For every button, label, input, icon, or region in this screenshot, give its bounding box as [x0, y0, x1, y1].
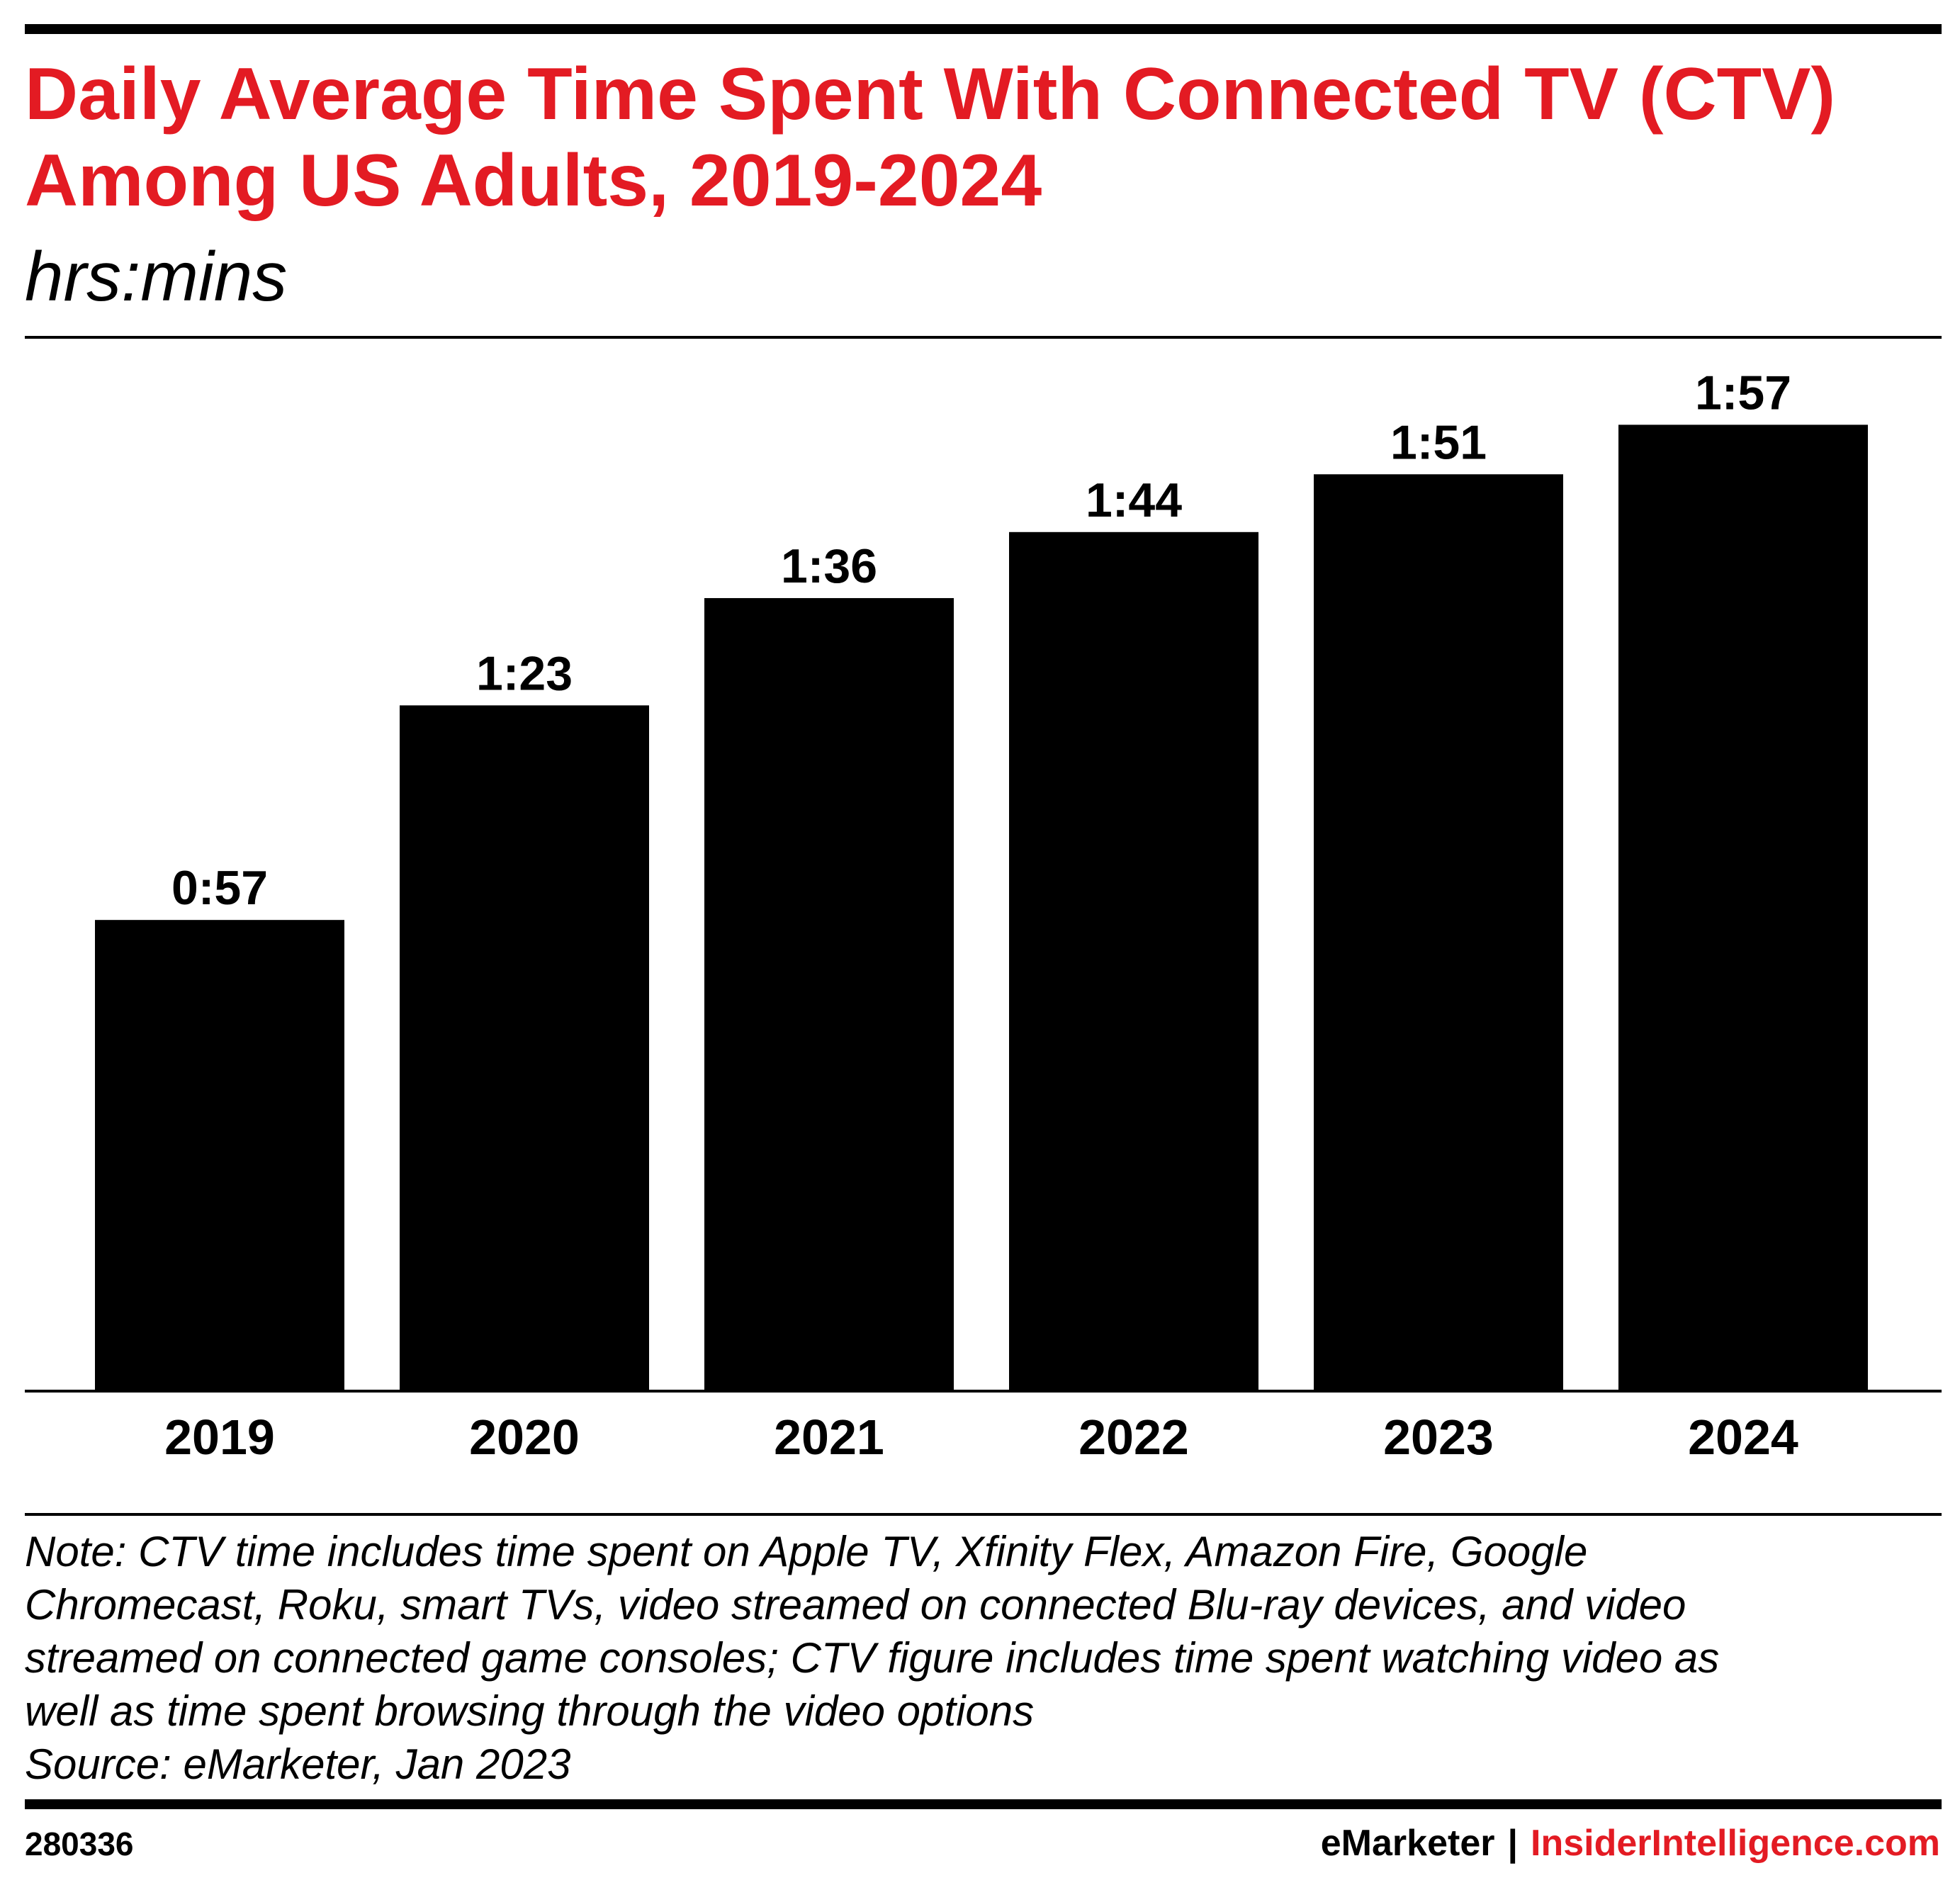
x-tick-labels-group: 2019 2020 2021 2022 2023 2024	[164, 1410, 1798, 1465]
chart-subtitle: hrs:mins	[25, 237, 288, 315]
footer-divider	[25, 1513, 1942, 1516]
value-label-2023: 1:51	[1390, 415, 1487, 469]
x-tick-label-2020: 2020	[469, 1410, 580, 1465]
x-tick-label-2023: 2023	[1383, 1410, 1494, 1465]
chart-title: Daily Average Time Spent With Connected …	[25, 53, 1836, 222]
value-labels-group: 0:57 1:23 1:36 1:44 1:51 1:57	[171, 366, 1791, 915]
brand-emarketer: eMarketer	[1320, 1823, 1495, 1864]
value-label-2022: 1:44	[1086, 473, 1182, 527]
bottom-rule	[25, 1799, 1942, 1809]
x-tick-label-2021: 2021	[774, 1410, 884, 1465]
x-tick-label-2024: 2024	[1688, 1410, 1798, 1465]
chart-source: Source: eMarketer, Jan 2023	[25, 1740, 571, 1788]
x-tick-label-2022: 2022	[1078, 1410, 1189, 1465]
brand-footer: eMarketer | InsiderIntelligence.com	[1321, 1818, 1940, 1868]
bars-group	[95, 424, 1868, 1391]
value-label-2020: 1:23	[476, 646, 573, 700]
bar-2021	[704, 597, 954, 1390]
brand-separator: |	[1507, 1823, 1519, 1864]
bar-2024	[1618, 424, 1868, 1390]
chart-id: 280336	[25, 1826, 134, 1862]
top-rule	[25, 24, 1942, 34]
bar-2020	[400, 705, 649, 1390]
bar-2019	[95, 920, 344, 1390]
header-divider	[25, 336, 1942, 339]
bar-2022	[1009, 531, 1258, 1390]
bar-chart: 0:57 1:23 1:36 1:44 1:51 1:57 2019 2020 2021 202…	[25, 366, 1942, 1465]
value-label-2021: 1:36	[781, 539, 877, 593]
x-tick-label-2019: 2019	[164, 1410, 275, 1465]
brand-insider-intelligence-link[interactable]: InsiderIntelligence.com	[1531, 1823, 1940, 1864]
value-label-2019: 0:57	[171, 861, 268, 915]
bar-2023	[1314, 474, 1563, 1391]
chart-note: Note: CTV time includes time spent on Ap…	[25, 1528, 1720, 1735]
value-label-2024: 1:57	[1695, 366, 1791, 420]
